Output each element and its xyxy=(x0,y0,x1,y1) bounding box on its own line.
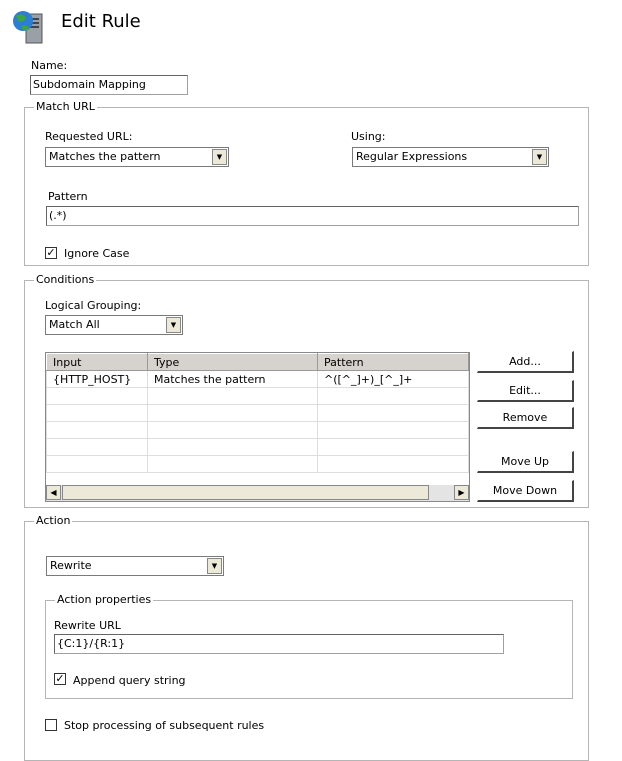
table-row-empty xyxy=(46,438,469,456)
stop-processing-checkbox[interactable] xyxy=(45,719,57,731)
action-properties-group: Action properties xyxy=(45,593,573,699)
ignore-case-label: Ignore Case xyxy=(64,247,130,260)
action-legend: Action xyxy=(34,514,73,527)
stop-processing-label: Stop processing of subsequent rules xyxy=(64,719,265,732)
action-properties-legend: Action properties xyxy=(55,593,154,606)
add-button[interactable]: Add... xyxy=(477,351,574,373)
action-type-select[interactable]: Rewrite ▼ xyxy=(46,556,224,576)
append-query-string-checkbox[interactable]: ✓ xyxy=(54,672,66,685)
table-row-empty xyxy=(46,387,469,405)
table-row-empty xyxy=(46,421,469,439)
table-header: Input Type Pattern xyxy=(46,353,469,371)
chevron-down-icon[interactable]: ▼ xyxy=(212,149,227,165)
scroll-left-icon[interactable]: ◀ xyxy=(46,485,61,500)
conditions-group: Conditions xyxy=(24,273,589,508)
requested-url-label: Requested URL: xyxy=(45,130,133,143)
name-label: Name: xyxy=(31,59,68,72)
ignore-case-checkbox[interactable]: ✓ xyxy=(45,246,57,259)
move-up-button[interactable]: Move Up xyxy=(477,451,574,473)
scrollbar-thumb[interactable] xyxy=(62,485,429,500)
page-title: Edit Rule xyxy=(61,11,141,32)
scroll-right-icon[interactable]: ▶ xyxy=(454,485,469,500)
using-label: Using: xyxy=(351,130,386,143)
table-row-empty xyxy=(46,404,469,422)
cell-type: Matches the pattern xyxy=(147,370,318,388)
edit-button[interactable]: Edit... xyxy=(477,380,574,402)
column-header-type[interactable]: Type xyxy=(147,353,318,371)
match-url-legend: Match URL xyxy=(34,100,97,113)
conditions-legend: Conditions xyxy=(34,273,97,286)
column-header-pattern[interactable]: Pattern xyxy=(317,353,469,371)
match-url-group: Match URL xyxy=(24,100,589,266)
requested-url-select[interactable]: Matches the pattern ▼ xyxy=(45,147,229,167)
append-query-string-label: Append query string xyxy=(73,674,186,687)
logical-grouping-value: Match All xyxy=(49,318,100,331)
chevron-down-icon[interactable]: ▼ xyxy=(166,317,181,333)
move-down-button[interactable]: Move Down xyxy=(477,480,574,502)
horizontal-scrollbar[interactable]: ◀ ▶ xyxy=(46,485,469,501)
logical-grouping-select[interactable]: Match All ▼ xyxy=(45,315,183,335)
remove-button[interactable]: Remove xyxy=(477,407,574,429)
chevron-down-icon[interactable]: ▼ xyxy=(532,149,547,165)
using-select[interactable]: Regular Expressions ▼ xyxy=(352,147,549,167)
name-input[interactable]: Subdomain Mapping xyxy=(30,75,188,95)
cell-pattern: ^([^_]+)_[^_]+ xyxy=(317,370,469,388)
using-value: Regular Expressions xyxy=(356,150,468,163)
pattern-label: Pattern xyxy=(48,190,88,203)
table-row[interactable]: {HTTP_HOST} Matches the pattern ^([^_]+)… xyxy=(46,370,469,388)
requested-url-value: Matches the pattern xyxy=(49,150,161,163)
pattern-input[interactable]: (.*) xyxy=(46,206,579,226)
column-header-input[interactable]: Input xyxy=(46,353,148,371)
logical-grouping-label: Logical Grouping: xyxy=(45,299,142,312)
chevron-down-icon[interactable]: ▼ xyxy=(207,558,222,574)
cell-input: {HTTP_HOST} xyxy=(46,370,148,388)
action-type-value: Rewrite xyxy=(50,559,92,572)
rewrite-url-label: Rewrite URL xyxy=(54,619,121,632)
table-row-empty xyxy=(46,455,469,473)
rewrite-url-input[interactable]: {C:1}/{R:1} xyxy=(54,634,504,654)
conditions-table: Input Type Pattern {HTTP_HOST} Matches t… xyxy=(45,352,470,502)
globe-server-icon xyxy=(12,8,48,44)
